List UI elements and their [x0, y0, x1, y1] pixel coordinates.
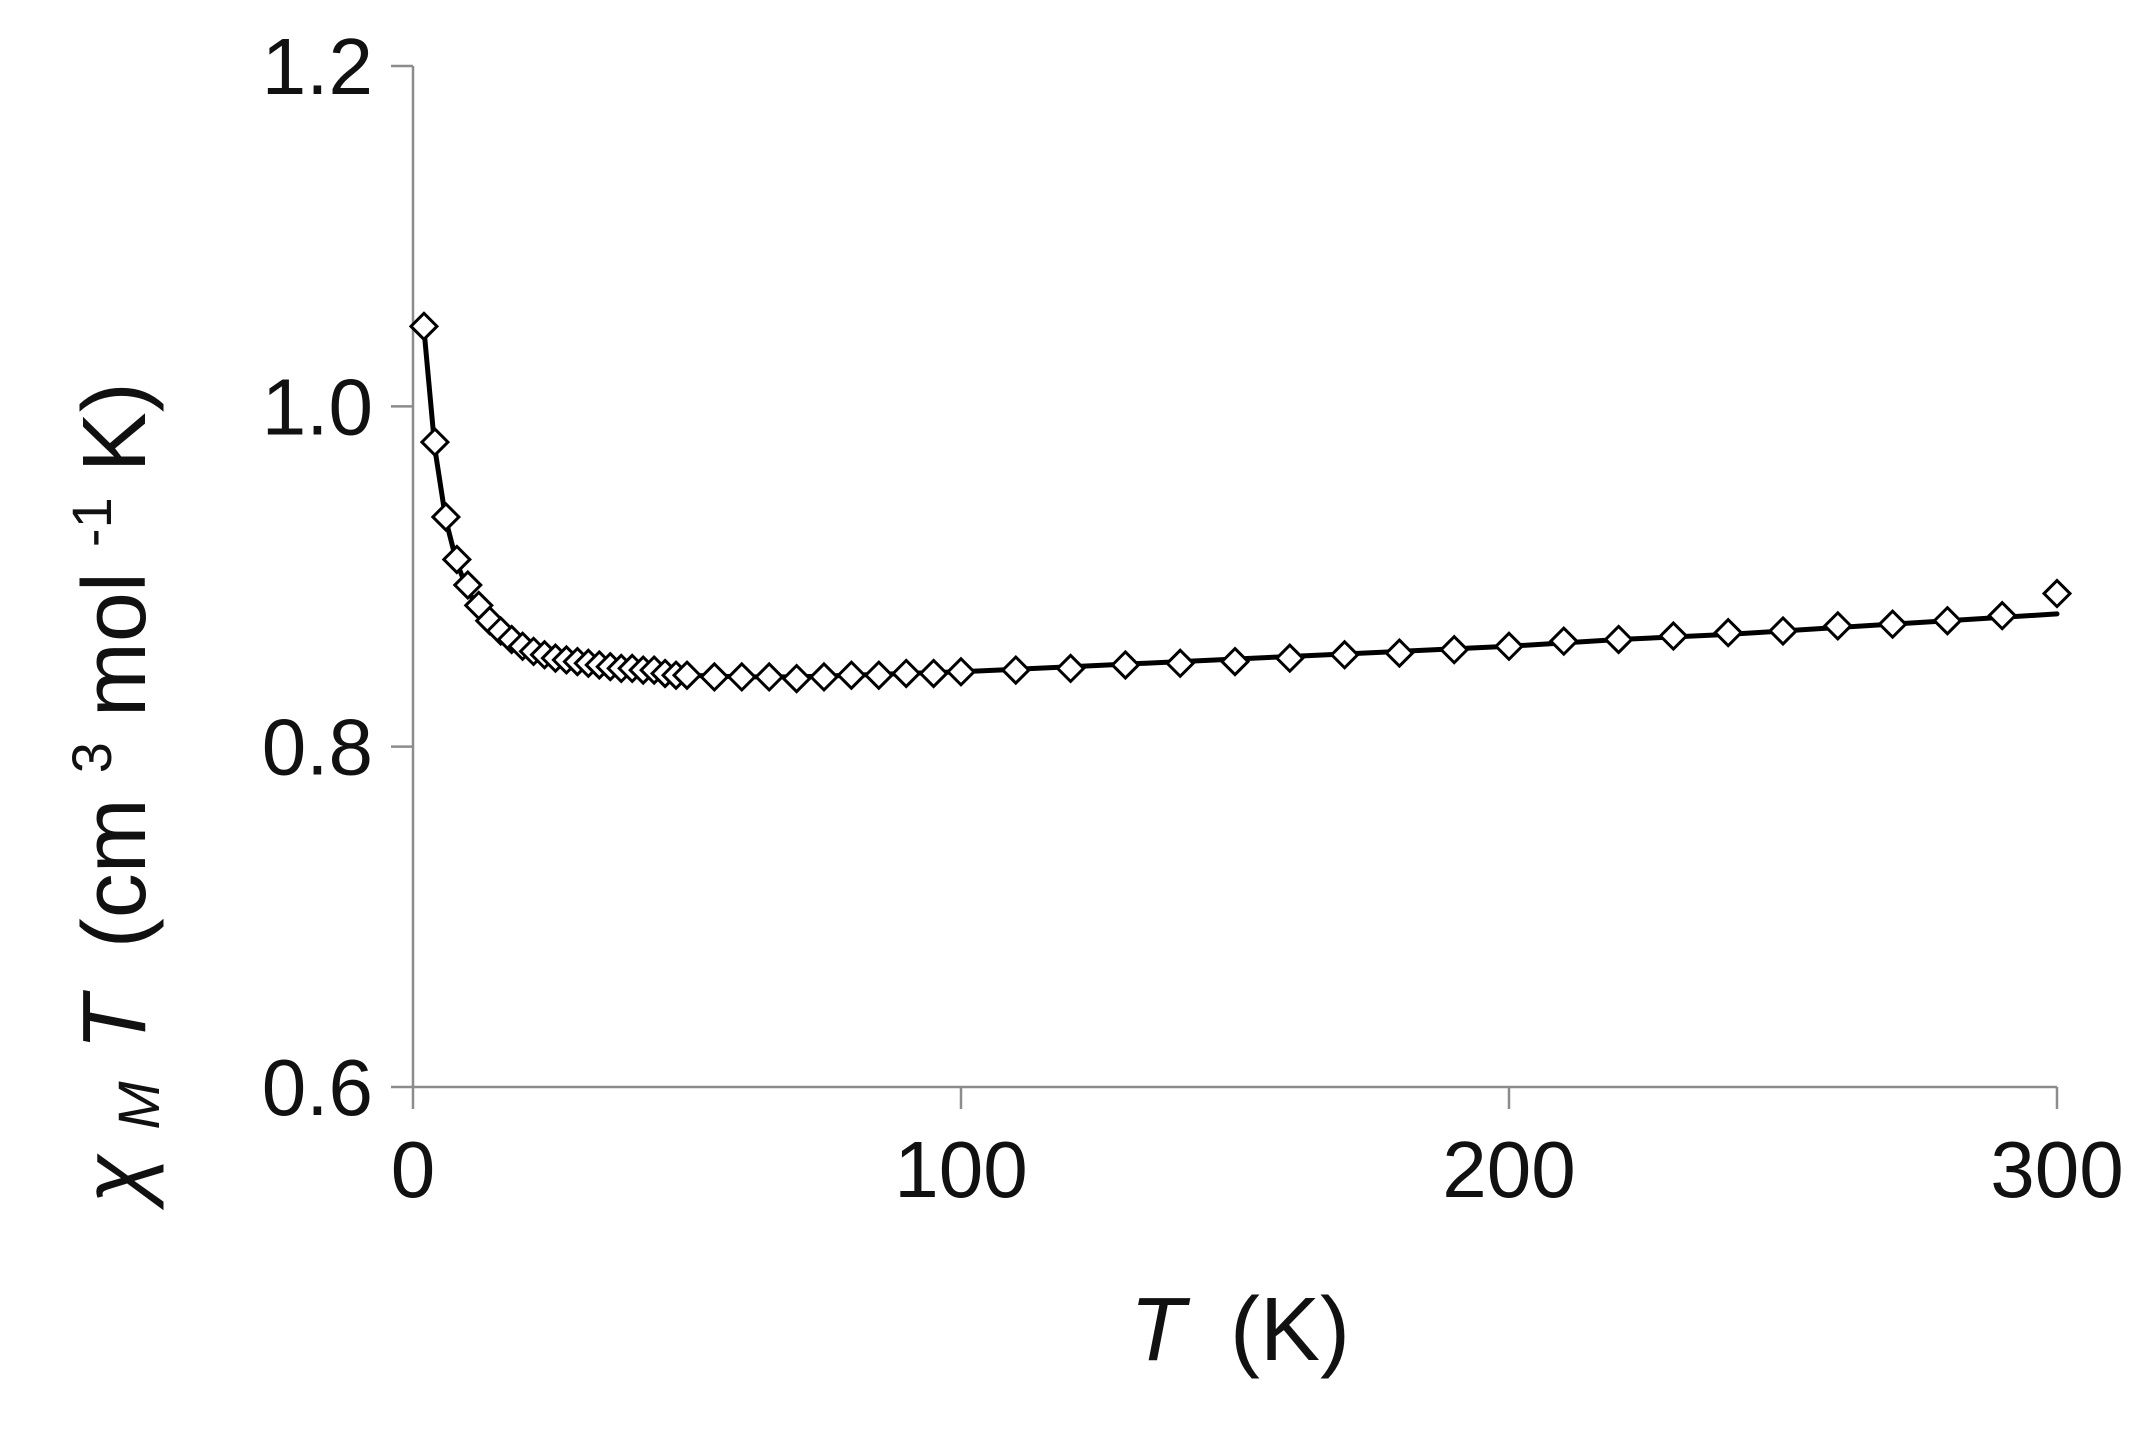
data-point: [754, 661, 785, 693]
data-point: [1274, 643, 1305, 674]
x-axis-unit: (K): [1230, 1280, 1350, 1380]
fit-line: [421, 327, 2060, 680]
data-point: [891, 658, 922, 689]
y-axis-unit-mid: mol: [65, 572, 165, 717]
x-axis-title: T (K): [1130, 1280, 1350, 1380]
data-point: [1165, 648, 1196, 679]
data-point: [408, 311, 440, 342]
data-point: [945, 656, 977, 687]
data-point: [419, 426, 451, 458]
data-point: [726, 661, 757, 693]
data-point: [1767, 615, 1799, 647]
data-point: [1219, 646, 1251, 677]
data-point: [441, 544, 472, 575]
y-axis-title: χ M T (cm 3 mol -1 K): [31, 382, 179, 1211]
y-axis-unit-prefix: (cm: [65, 798, 165, 948]
y-tick-label: 1.0: [262, 362, 373, 451]
data-point: [430, 501, 462, 533]
data-point: [1548, 626, 1579, 657]
data-point: [1110, 649, 1141, 681]
x-tick-label: 200: [1442, 1125, 1575, 1214]
y-axis-subscript: M: [107, 1081, 172, 1130]
data-point: [1384, 637, 1415, 669]
x-tick-label: 300: [1990, 1125, 2123, 1214]
y-axis-unit-sup2: -1: [60, 497, 123, 547]
y-axis-symbol-t: T: [65, 989, 165, 1050]
axes: [411, 66, 2057, 1089]
data-point: [671, 660, 703, 691]
data-point: [1932, 605, 1963, 636]
data-point: [1603, 624, 1634, 655]
x-tick-label: 100: [894, 1125, 1027, 1214]
data-point: [1493, 631, 1525, 662]
y-tick-label: 1.2: [262, 22, 373, 111]
x-ticks: 0 100 200 300: [391, 1087, 2124, 1214]
y-tick-label: 0.6: [262, 1043, 373, 1132]
data-point: [1439, 634, 1470, 665]
data-point: [1000, 654, 1031, 686]
data-point: [1822, 610, 1853, 641]
data-point: [1713, 617, 1744, 648]
data-point: [1055, 653, 1086, 684]
fit-line-series: [421, 327, 2060, 680]
data-point: [781, 663, 812, 694]
data-point: [1987, 600, 2018, 631]
data-point: [2041, 578, 2073, 609]
data-point: [863, 660, 894, 691]
data-point: [918, 658, 949, 689]
y-ticks: 0.6 0.8 1.0 1.2: [262, 22, 413, 1132]
data-point: [699, 661, 730, 693]
x-tick-label: 0: [391, 1125, 436, 1214]
data-point: [836, 660, 867, 691]
data-point: [1329, 639, 1360, 670]
data-point: [1877, 609, 1908, 640]
data-point: [808, 661, 840, 693]
x-axis-symbol: T: [1130, 1280, 1191, 1380]
data-point: [1658, 620, 1689, 652]
y-axis-symbol-chi: χ: [65, 1153, 165, 1211]
y-tick-label: 0.8: [262, 703, 373, 792]
data-markers-series: [408, 311, 2073, 694]
y-axis-unit-suffix: K): [65, 382, 165, 472]
y-axis-unit-sup1: 3: [60, 742, 123, 773]
data-point: [452, 569, 483, 601]
